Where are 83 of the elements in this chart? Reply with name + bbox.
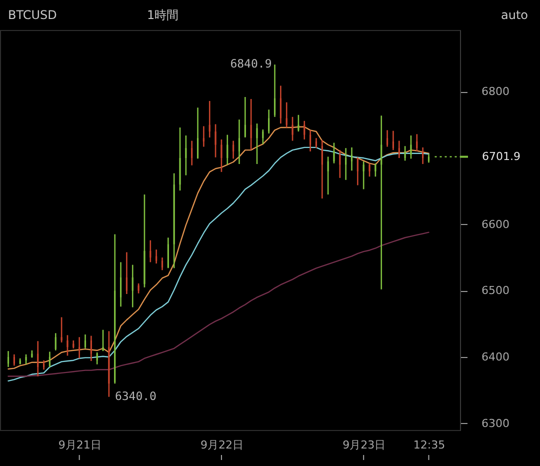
candlestick [150, 240, 152, 263]
candlestick [226, 134, 228, 166]
candlestick [362, 160, 364, 190]
candlestick [126, 252, 128, 295]
candlestick [31, 350, 33, 358]
annotation: 6840.9 [230, 56, 272, 71]
candlestick [268, 108, 270, 134]
y-tick-label: 6800 [482, 85, 510, 98]
text: BTCUSD [8, 8, 57, 22]
candlestick [120, 262, 122, 308]
candlestick [37, 340, 39, 377]
candlestick [262, 128, 264, 145]
x-tick-label: 9月21日 [58, 438, 102, 452]
candlestick [345, 147, 347, 181]
candlestick [286, 102, 288, 128]
candlestick [179, 126, 181, 192]
candlestick [196, 106, 199, 160]
candlestick [416, 133, 418, 152]
x-tick-label: 9月22日 [200, 438, 244, 452]
text: 1時間 [147, 8, 179, 22]
candlestick [404, 145, 406, 162]
candlestick [167, 236, 169, 269]
candlestick [280, 85, 282, 124]
candlestick [304, 120, 306, 140]
candlestick [256, 122, 258, 165]
candlestick [398, 140, 400, 159]
candlestick [185, 134, 187, 176]
candlestick [392, 130, 394, 151]
candlestick [333, 142, 335, 164]
text: 6701.9 [482, 150, 520, 163]
candlestick [25, 354, 27, 365]
candlestick [102, 329, 104, 352]
candlestick [309, 130, 312, 152]
candlestick [66, 334, 68, 356]
candlestick [422, 146, 424, 165]
candlestick [321, 139, 323, 200]
candlestick [208, 100, 210, 138]
candlestick [238, 118, 240, 165]
candlestick [48, 351, 51, 368]
candlestick [42, 360, 45, 370]
candlestick [90, 335, 92, 362]
candlestick [7, 350, 10, 368]
x-tick-label: 9月23日 [342, 438, 386, 452]
candlestick [191, 140, 193, 166]
candlestick [60, 316, 62, 344]
candlestick [161, 256, 164, 271]
candlestick [368, 162, 370, 178]
candlestick [144, 194, 146, 288]
candlestick [84, 334, 86, 350]
candlestick [78, 336, 80, 360]
candlestick [374, 162, 376, 178]
candlestick [96, 352, 98, 365]
line-series [8, 232, 430, 377]
candlestick [386, 130, 388, 148]
candlestick [410, 134, 412, 160]
candlestick [298, 114, 300, 132]
text: auto [500, 8, 528, 22]
candlestick [244, 96, 246, 138]
x-tick-label: 12:35 [413, 438, 446, 452]
candlestick [250, 98, 252, 151]
candlestick [274, 64, 276, 118]
candlestick [202, 126, 204, 148]
candlestick [214, 124, 216, 158]
candlestick [173, 172, 175, 269]
candlestick [315, 137, 318, 149]
y-tick-label: 6600 [482, 218, 510, 231]
candlestick [339, 149, 341, 179]
annotation: 6340.0 [114, 388, 157, 403]
candlestick [327, 156, 329, 196]
y-tick-label: 6300 [482, 416, 510, 430]
candlestick [350, 146, 353, 172]
y-tick-label: 6400 [482, 350, 510, 364]
candlestick [108, 330, 110, 398]
candlestick [220, 138, 222, 173]
candlestick [54, 332, 56, 352]
candlestick [13, 354, 15, 366]
candlestick [232, 140, 234, 160]
candlestick [356, 156, 358, 186]
y-tick-label: 6500 [482, 284, 510, 298]
candlestick [156, 248, 158, 264]
candlestick [132, 264, 134, 308]
candlestick [380, 114, 382, 290]
candlestick [292, 116, 294, 142]
